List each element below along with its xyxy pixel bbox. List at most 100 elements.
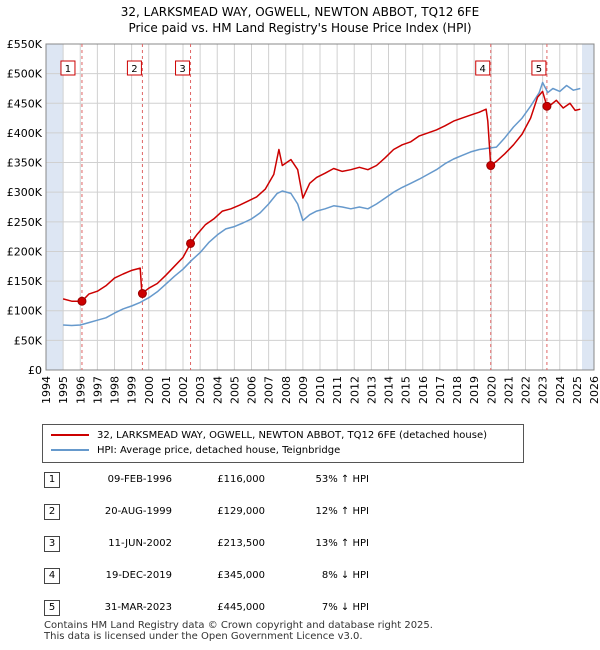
x-tick-label: 2017 (434, 376, 447, 404)
sale-point (186, 238, 196, 248)
y-tick-label: £350K (7, 157, 43, 170)
x-tick-label: 2009 (297, 376, 310, 404)
legend-item-property: 32, LARKSMEAD WAY, OGWELL, NEWTON ABBOT,… (51, 429, 487, 443)
x-tick-label: 1995 (57, 376, 70, 404)
x-tick-label: 2020 (485, 376, 498, 404)
sale-marker-box (531, 60, 547, 76)
footer-copyright: Contains HM Land Registry data © Crown c… (44, 620, 433, 631)
sale-marker-box (60, 60, 76, 76)
sale-point (486, 161, 496, 171)
legend-label-hpi: HPI: Average price, detached house, Teig… (97, 445, 341, 456)
x-tick-label: 2024 (554, 376, 567, 404)
sale-row: 2 20-AUG-1999 £129,000 12% ↑ HPI (44, 504, 404, 520)
sale-marker-label: 1 (65, 64, 71, 75)
property-price-line (62, 90, 581, 302)
x-tick-label: 2018 (451, 376, 464, 404)
x-tick-label: 2022 (520, 376, 533, 404)
x-tick-label: 2026 (588, 376, 600, 404)
title-subtitle: Price paid vs. HM Land Registry's House … (128, 21, 472, 35)
sale-price: £345,000 (217, 570, 265, 581)
x-tick-label: 2019 (468, 376, 481, 404)
footer-attribution: Contains HM Land Registry data © Crown c… (44, 620, 433, 642)
x-tick-label: 1994 (40, 376, 53, 404)
y-tick-label: £400K (7, 127, 43, 140)
legend-label-property: 32, LARKSMEAD WAY, OGWELL, NEWTON ABBOT,… (97, 430, 488, 441)
sale-hpi-diff: 7% ↓ HPI (321, 602, 369, 613)
no-data-shading (46, 44, 64, 370)
sale-price: £213,500 (217, 538, 265, 549)
x-tick-label: 2015 (400, 376, 413, 404)
sale-number-badge: 3 (44, 536, 60, 552)
sale-date: 09-FEB-1996 (107, 474, 172, 485)
y-tick-label: £0 (28, 364, 42, 377)
y-tick-label: £200K (7, 245, 43, 258)
sale-hpi-diff: 8% ↓ HPI (321, 570, 369, 581)
y-tick-label: £500K (7, 68, 43, 81)
sale-marker-label: 4 (480, 64, 486, 75)
y-tick-label: £150K (7, 275, 43, 288)
plot-frame (45, 43, 595, 371)
y-tick-label: £550K (7, 38, 43, 51)
sale-marker-label: 5 (536, 64, 542, 75)
x-tick-label: 1997 (91, 376, 104, 404)
x-tick-label: 2005 (228, 376, 241, 404)
sale-point (542, 101, 552, 111)
sale-price: £116,000 (217, 474, 265, 485)
y-tick-label: £300K (7, 186, 43, 199)
sale-hpi-diff: 53% ↑ HPI (315, 474, 369, 485)
sale-date: 11-JUN-2002 (108, 538, 172, 549)
sale-point (77, 296, 87, 306)
sale-marker-box (475, 60, 491, 76)
legend-swatch-property (51, 434, 89, 436)
x-tick-label: 2001 (160, 376, 173, 404)
sale-marker-label: 2 (131, 64, 137, 75)
x-tick-label: 2010 (314, 376, 327, 404)
sale-price: £129,000 (217, 506, 265, 517)
x-tick-label: 2003 (194, 376, 207, 404)
chart-title: 32, LARKSMEAD WAY, OGWELL, NEWTON ABBOT,… (0, 4, 600, 36)
footer-licence: This data is licensed under the Open Gov… (44, 631, 363, 642)
sale-price: £445,000 (217, 602, 265, 613)
x-tick-label: 2006 (246, 376, 259, 404)
sale-marker-box (175, 60, 191, 76)
y-tick-label: £100K (7, 305, 43, 318)
x-tick-label: 2016 (417, 376, 430, 404)
x-tick-label: 2000 (143, 376, 156, 404)
sale-number-badge: 1 (44, 472, 60, 488)
sale-number-badge: 2 (44, 504, 60, 520)
x-tick-label: 2011 (331, 376, 344, 404)
y-tick-label: £50K (14, 334, 43, 347)
sale-marker-box (126, 60, 142, 76)
sale-date: 31-MAR-2023 (104, 602, 172, 613)
x-tick-label: 2013 (365, 376, 378, 404)
sale-point (137, 289, 147, 299)
x-tick-label: 2021 (502, 376, 515, 404)
x-tick-label: 2002 (177, 376, 190, 404)
no-data-shading (582, 44, 594, 370)
x-tick-label: 2012 (348, 376, 361, 404)
sale-number-badge: 5 (44, 600, 60, 616)
legend: 32, LARKSMEAD WAY, OGWELL, NEWTON ABBOT,… (42, 424, 524, 463)
x-tick-label: 2007 (263, 376, 276, 404)
price-chart: £0 £50K £100K £150K £200K £250K £300K £350K £400… (7, 38, 600, 404)
sale-row: 5 31-MAR-2023 £445,000 7% ↓ HPI (44, 600, 404, 616)
sale-hpi-diff: 13% ↑ HPI (315, 538, 369, 549)
sale-row: 4 19-DEC-2019 £345,000 8% ↓ HPI (44, 568, 404, 584)
x-tick-label: 2014 (383, 376, 396, 404)
sale-hpi-diff: 12% ↑ HPI (315, 506, 369, 517)
legend-item-hpi: HPI: Average price, detached house, Teig… (51, 444, 340, 458)
x-tick-label: 1996 (74, 376, 87, 404)
hpi-line (63, 81, 581, 327)
x-tick-label: 2023 (537, 376, 550, 404)
x-tick-label: 2025 (571, 376, 584, 404)
sale-row: 1 09-FEB-1996 £116,000 53% ↑ HPI (44, 472, 404, 488)
title-address: 32, LARKSMEAD WAY, OGWELL, NEWTON ABBOT,… (120, 5, 480, 19)
y-tick-label: £250K (7, 216, 43, 229)
sale-row: 3 11-JUN-2002 £213,500 13% ↑ HPI (44, 536, 404, 552)
x-tick-label: 2008 (280, 376, 293, 404)
x-tick-label: 2004 (211, 376, 224, 404)
sale-date: 19-DEC-2019 (105, 570, 172, 581)
sale-number-badge: 4 (44, 568, 60, 584)
y-tick-label: £450K (7, 97, 43, 110)
x-tick-label: 1998 (109, 376, 122, 404)
